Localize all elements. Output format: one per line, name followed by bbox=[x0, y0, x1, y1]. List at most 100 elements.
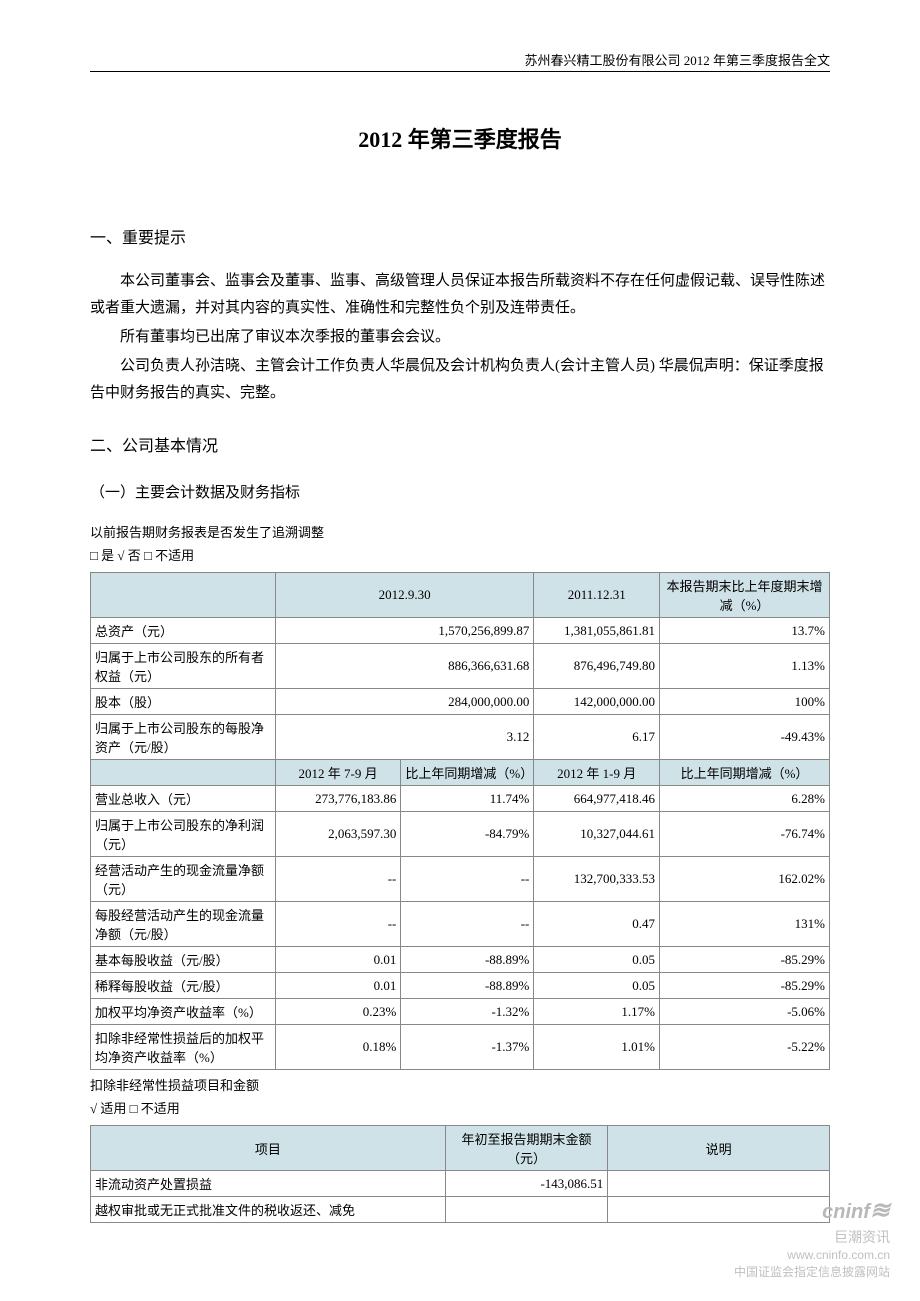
cell: 1.01% bbox=[534, 1025, 660, 1070]
watermark-cn: 巨潮资讯 bbox=[734, 1228, 890, 1248]
row-label: 归属于上市公司股东的净利润（元） bbox=[91, 812, 276, 857]
row-label: 基本每股收益（元/股） bbox=[91, 947, 276, 973]
table-row: 非流动资产处置损益 -143,086.51 bbox=[91, 1171, 830, 1197]
t1h2-c1 bbox=[91, 760, 276, 786]
t1h2-c4: 2012 年 1-9 月 bbox=[534, 760, 660, 786]
table-row: 归属于上市公司股东的所有者权益（元） 886,366,631.68 876,49… bbox=[91, 644, 830, 689]
t2h-c3: 说明 bbox=[608, 1126, 830, 1171]
financial-table-1: 2012.9.30 2011.12.31 本报告期末比上年度期末增减（%） 总资… bbox=[90, 572, 830, 1070]
t2h-c2: 年初至报告期期末金额（元） bbox=[445, 1126, 608, 1171]
section2-sub1: （一）主要会计数据及财务指标 bbox=[90, 481, 830, 502]
t1h2-c2: 2012 年 7-9 月 bbox=[275, 760, 401, 786]
row-label: 加权平均净资产收益率（%） bbox=[91, 999, 276, 1025]
cell: 876,496,749.80 bbox=[534, 644, 660, 689]
row-label: 非流动资产处置损益 bbox=[91, 1171, 446, 1197]
cell: 0.47 bbox=[534, 902, 660, 947]
cell: 0.05 bbox=[534, 973, 660, 999]
t1h2-c5: 比上年同期增减（%） bbox=[660, 760, 830, 786]
t1-head2: 2012 年 7-9 月 比上年同期增减（%） 2012 年 1-9 月 比上年… bbox=[91, 760, 830, 786]
cell: 284,000,000.00 bbox=[275, 689, 534, 715]
watermark-logo: cninf≋ bbox=[734, 1194, 890, 1228]
cell: 3.12 bbox=[275, 715, 534, 760]
cell: -- bbox=[275, 902, 401, 947]
cell bbox=[445, 1197, 608, 1223]
cell: 664,977,418.46 bbox=[534, 786, 660, 812]
table-row: 越权审批或无正式批准文件的税收返还、减免 bbox=[91, 1197, 830, 1223]
nonrecurring-table: 项目 年初至报告期期末金额（元） 说明 非流动资产处置损益 -143,086.5… bbox=[90, 1125, 830, 1223]
cell: -5.06% bbox=[660, 999, 830, 1025]
row-label: 营业总收入（元） bbox=[91, 786, 276, 812]
row-label: 越权审批或无正式批准文件的税收返还、减免 bbox=[91, 1197, 446, 1223]
cell bbox=[608, 1171, 830, 1197]
cell: -5.22% bbox=[660, 1025, 830, 1070]
cell: 0.01 bbox=[275, 973, 401, 999]
section1-heading: 一、重要提示 bbox=[90, 224, 830, 248]
section1-p1: 本公司董事会、监事会及董事、监事、高级管理人员保证本报告所载资料不存在任何虚假记… bbox=[90, 268, 830, 322]
cell: 1.17% bbox=[534, 999, 660, 1025]
table-row: 稀释每股收益（元/股） 0.01 -88.89% 0.05 -85.29% bbox=[91, 973, 830, 999]
table-row: 扣除非经常性损益后的加权平均净资产收益率（%） 0.18% -1.37% 1.0… bbox=[91, 1025, 830, 1070]
table-row: 每股经营活动产生的现金流量净额（元/股） -- -- 0.47 131% bbox=[91, 902, 830, 947]
note-retroactive: 以前报告期财务报表是否发生了追溯调整 bbox=[90, 522, 830, 541]
watermark-url: www.cninfo.com.cn bbox=[734, 1247, 890, 1264]
cell: -- bbox=[401, 902, 534, 947]
row-label: 稀释每股收益（元/股） bbox=[91, 973, 276, 999]
row-label: 总资产（元） bbox=[91, 618, 276, 644]
cell: 0.18% bbox=[275, 1025, 401, 1070]
t1h1-c1 bbox=[91, 573, 276, 618]
cell: 886,366,631.68 bbox=[275, 644, 534, 689]
table-row: 总资产（元） 1,570,256,899.87 1,381,055,861.81… bbox=[91, 618, 830, 644]
cell: -85.29% bbox=[660, 947, 830, 973]
cell: 1,381,055,861.81 bbox=[534, 618, 660, 644]
row-label: 每股经营活动产生的现金流量净额（元/股） bbox=[91, 902, 276, 947]
table-row: 基本每股收益（元/股） 0.01 -88.89% 0.05 -85.29% bbox=[91, 947, 830, 973]
row-label: 归属于上市公司股东的所有者权益（元） bbox=[91, 644, 276, 689]
table-row: 归属于上市公司股东的净利润（元） 2,063,597.30 -84.79% 10… bbox=[91, 812, 830, 857]
cell: 6.17 bbox=[534, 715, 660, 760]
t1h1-c3: 2011.12.31 bbox=[534, 573, 660, 618]
cell: -88.89% bbox=[401, 973, 534, 999]
cell: -1.37% bbox=[401, 1025, 534, 1070]
row-label: 股本（股） bbox=[91, 689, 276, 715]
table-row: 营业总收入（元） 273,776,183.86 11.74% 664,977,4… bbox=[91, 786, 830, 812]
cell: -84.79% bbox=[401, 812, 534, 857]
table-row: 归属于上市公司股东的每股净资产（元/股） 3.12 6.17 -49.43% bbox=[91, 715, 830, 760]
cell: -- bbox=[275, 857, 401, 902]
cell: 1,570,256,899.87 bbox=[275, 618, 534, 644]
cell: 142,000,000.00 bbox=[534, 689, 660, 715]
cell: 100% bbox=[660, 689, 830, 715]
report-title: 2012 年第三季度报告 bbox=[90, 122, 830, 154]
cell: 0.23% bbox=[275, 999, 401, 1025]
cell: 11.74% bbox=[401, 786, 534, 812]
row-label: 扣除非经常性损益后的加权平均净资产收益率（%） bbox=[91, 1025, 276, 1070]
cell: 13.7% bbox=[660, 618, 830, 644]
section1-p2: 所有董事均已出席了审议本次季报的董事会会议。 bbox=[90, 324, 830, 351]
cell: -88.89% bbox=[401, 947, 534, 973]
watermark: cninf≋ 巨潮资讯 www.cninfo.com.cn 中国证监会指定信息披… bbox=[734, 1194, 890, 1281]
note-nonrecurring: 扣除非经常性损益项目和金额 bbox=[90, 1075, 830, 1094]
row-label: 归属于上市公司股东的每股净资产（元/股） bbox=[91, 715, 276, 760]
table-row: 经营活动产生的现金流量净额（元） -- -- 132,700,333.53 16… bbox=[91, 857, 830, 902]
cell: -76.74% bbox=[660, 812, 830, 857]
cell: 132,700,333.53 bbox=[534, 857, 660, 902]
row-label: 经营活动产生的现金流量净额（元） bbox=[91, 857, 276, 902]
table-row: 股本（股） 284,000,000.00 142,000,000.00 100% bbox=[91, 689, 830, 715]
table-row: 加权平均净资产收益率（%） 0.23% -1.32% 1.17% -5.06% bbox=[91, 999, 830, 1025]
cell: 1.13% bbox=[660, 644, 830, 689]
t1h1-c2: 2012.9.30 bbox=[275, 573, 534, 618]
checkbox-retroactive: □ 是 √ 否 □ 不适用 bbox=[90, 545, 830, 564]
cell: -- bbox=[401, 857, 534, 902]
cell: 162.02% bbox=[660, 857, 830, 902]
cell: -1.32% bbox=[401, 999, 534, 1025]
cell: 0.05 bbox=[534, 947, 660, 973]
t2h-c1: 项目 bbox=[91, 1126, 446, 1171]
t1h1-c4: 本报告期末比上年度期末增减（%） bbox=[660, 573, 830, 618]
section1-p3: 公司负责人孙洁晓、主管会计工作负责人华晨侃及会计机构负责人(会计主管人员) 华晨… bbox=[90, 353, 830, 407]
cell: -85.29% bbox=[660, 973, 830, 999]
t1h2-c3: 比上年同期增减（%） bbox=[401, 760, 534, 786]
t2-head: 项目 年初至报告期期末金额（元） 说明 bbox=[91, 1126, 830, 1171]
cell: 0.01 bbox=[275, 947, 401, 973]
t1-head1: 2012.9.30 2011.12.31 本报告期末比上年度期末增减（%） bbox=[91, 573, 830, 618]
cell: -143,086.51 bbox=[445, 1171, 608, 1197]
cell: 2,063,597.30 bbox=[275, 812, 401, 857]
